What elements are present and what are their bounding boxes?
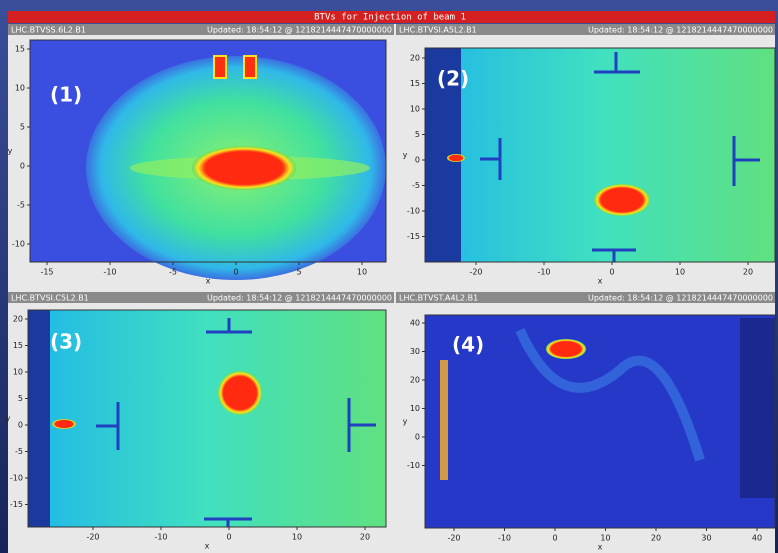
marker (214, 56, 226, 78)
x-tick-label: 30 (701, 534, 711, 543)
x-tick-label: -20 (469, 268, 482, 277)
device-name: LHC.BTVSI.C5L2.B1 (11, 294, 89, 303)
y-tick-label: -10 (407, 207, 420, 216)
y-tick-label: -15 (407, 232, 420, 241)
y-tick-label: -15 (10, 500, 23, 509)
x-tick-label: 0 (226, 533, 231, 542)
y-tick-label: 30 (410, 347, 420, 356)
y-tick-label: 5 (18, 394, 23, 403)
y-tick-label: -5 (17, 201, 25, 210)
x-axis-label: x (598, 543, 603, 552)
device-name: LHC.BTVSS.6L2.B1 (11, 26, 86, 35)
y-tick-label: 5 (20, 123, 25, 132)
updated: Updated: 18:54:12 @ 1218214447470000000 (207, 26, 392, 35)
panel-label: (3) (50, 330, 82, 354)
x-tick-label: 10 (292, 533, 302, 542)
y-tick-label: 10 (13, 368, 23, 377)
edge-glow (440, 360, 448, 480)
x-tick-label: 0 (609, 268, 614, 277)
y-tick-label: -5 (15, 447, 23, 456)
y-tick-label: 10 (15, 84, 25, 93)
image (425, 48, 775, 262)
beam-spot (594, 184, 650, 216)
x-tick-label: 0 (233, 268, 238, 277)
y-tick-label: 0 (20, 162, 25, 171)
y-tick-label: 0 (415, 433, 420, 442)
window-title: BTVs for Injection of beam 1 (314, 13, 466, 23)
x-tick-label: 20 (743, 268, 753, 277)
x-tick-label: -5 (169, 268, 177, 277)
x-tick-label: 10 (600, 534, 610, 543)
updated: Updated: 18:54:12 @ 1218214447470000000 (588, 294, 773, 303)
x-tick-label: -20 (447, 534, 460, 543)
x-axis-label: x (205, 542, 210, 551)
y-tick-label: 40 (410, 319, 420, 328)
y-axis-label: y (403, 151, 408, 160)
x-tick-label: 10 (357, 268, 367, 277)
y-tick-label: 15 (13, 341, 23, 350)
y-tick-label: 0 (18, 421, 23, 430)
x-tick-label: -20 (86, 533, 99, 542)
marker (244, 56, 256, 78)
y-tick-label: 15 (410, 79, 420, 88)
y-tick-label: 5 (415, 130, 420, 139)
x-tick-label: 0 (552, 534, 557, 543)
x-axis-label: x (206, 277, 211, 286)
panel-label: (2) (437, 67, 469, 91)
x-tick-label: -10 (103, 268, 116, 277)
y-tick-label: -10 (12, 240, 25, 249)
x-axis-label: x (598, 277, 603, 286)
screen: BTVs for Injection of beam 1 (0, 0, 778, 553)
y-axis-label: y (6, 414, 11, 423)
x-tick-label: 10 (675, 268, 685, 277)
beam-spot (218, 371, 262, 415)
x-tick-label: -10 (498, 534, 511, 543)
y-tick-label: 15 (15, 45, 25, 54)
beam-spot (192, 146, 296, 190)
device-name: LHC.BTVST.A4L2.B1 (399, 294, 478, 303)
x-tick-label: 20 (360, 533, 370, 542)
beam-spot (52, 419, 76, 429)
panel-label: (4) (452, 333, 484, 357)
x-tick-label: -10 (537, 268, 550, 277)
x-tick-label: 40 (752, 534, 762, 543)
updated: Updated: 18:54:12 @ 1218214447470000000 (588, 26, 773, 35)
y-tick-label: 0 (415, 156, 420, 165)
edge (740, 318, 775, 498)
y-tick-label: 10 (410, 404, 420, 413)
beam-spot (447, 154, 465, 162)
x-tick-label: 20 (651, 534, 661, 543)
y-tick-label: 20 (410, 54, 420, 63)
x-tick-label: 5 (296, 268, 301, 277)
panel-label: (1) (50, 83, 82, 107)
y-tick-label: -5 (412, 181, 420, 190)
edge (28, 310, 50, 527)
y-axis-label: y (8, 147, 13, 156)
y-tick-label: 20 (13, 315, 23, 324)
y-tick-label: -10 (10, 474, 23, 483)
x-tick-label: -15 (40, 268, 53, 277)
x-tick-label: -10 (154, 533, 167, 542)
y-tick-label: 20 (410, 376, 420, 385)
updated: Updated: 18:54:12 @ 1218214447470000000 (207, 294, 392, 303)
device-name: LHC.BTVSI.A5L2.B1 (399, 26, 477, 35)
y-axis-label: y (403, 417, 408, 426)
y-tick-label: 10 (410, 105, 420, 114)
beam-spot (546, 339, 586, 359)
page: BTVs for Injection of beam 1 (0, 0, 778, 553)
y-tick-label: -10 (407, 461, 420, 470)
